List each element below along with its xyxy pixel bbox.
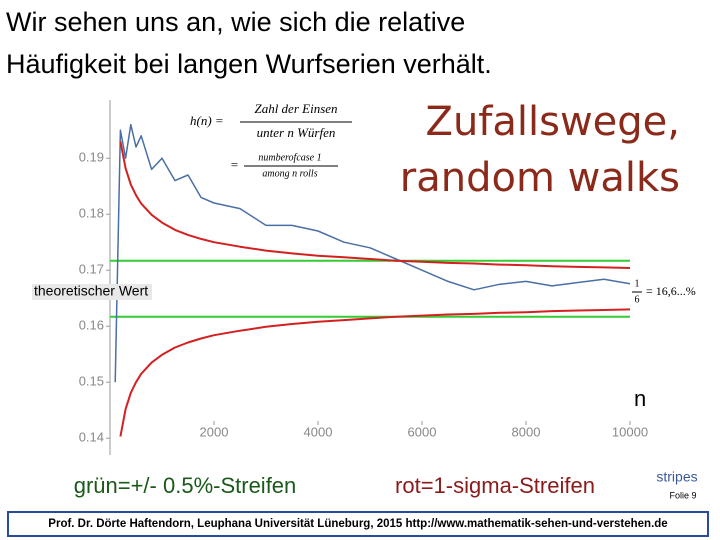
x-tick-label: 6000 <box>408 424 437 439</box>
heading: Zufallswege, <box>426 99 680 145</box>
x-tick-label: 4000 <box>304 424 333 439</box>
heading: random walks <box>400 155 680 201</box>
y-tick-label: 0.16 <box>79 318 104 333</box>
formula-text: numberofcase 1 <box>258 152 321 163</box>
formula-text: unter n Würfen <box>257 125 336 140</box>
plot-area <box>110 100 630 455</box>
formula: h(n) = Zahl der Einsen unter n Würfen = … <box>190 101 352 179</box>
theory-label: theoretischer Wert <box>34 283 148 299</box>
fraction-num: 1 <box>635 278 640 289</box>
y-tick-label: 0.18 <box>79 206 104 221</box>
series-line <box>119 308 631 437</box>
slide-number: Folie 9 <box>669 490 696 500</box>
plot: 0.14 0.15 0.16 0.17 0.18 0.19 2000 4000 6000 8000… <box>79 100 648 455</box>
y-tick-label: 0.15 <box>79 374 104 389</box>
red-note: rot=1-sigma-Streifen <box>395 473 595 498</box>
y-tick-label: 0.17 <box>79 262 104 277</box>
green-note: grün=+/- 0.5%-Streifen <box>74 473 297 498</box>
x-tick-label: 10000 <box>612 424 648 439</box>
y-tick-label: 0.19 <box>79 150 104 165</box>
formula-text: = <box>230 157 239 172</box>
title: Wir sehen uns an, wie sich die relative <box>6 7 465 37</box>
formula-text: Zahl der Einsen <box>254 101 337 116</box>
x-tick-label: 2000 <box>200 424 229 439</box>
title: Häufigkeit bei langen Wurfserien verhält… <box>6 49 492 79</box>
fraction-den: 6 <box>635 294 640 305</box>
label-bg <box>32 284 152 300</box>
y-tick-label: 0.14 <box>79 430 104 445</box>
footer-box <box>7 511 709 537</box>
theory-value-text: = 16,6...% <box>646 284 696 298</box>
stripes-note: stripes <box>656 469 697 485</box>
x-axis-label: n <box>634 386 646 411</box>
theory-value: 1 6 = 16,6...% <box>632 278 696 305</box>
footer: Prof. Dr. Dörte Haftendorn, Leuphana Uni… <box>48 518 667 530</box>
formula-text: h(n) = <box>190 113 224 128</box>
formula-text: among n rolls <box>262 168 317 179</box>
series-line <box>119 141 631 269</box>
series-line <box>114 123 631 383</box>
x-tick-label: 8000 <box>512 424 541 439</box>
